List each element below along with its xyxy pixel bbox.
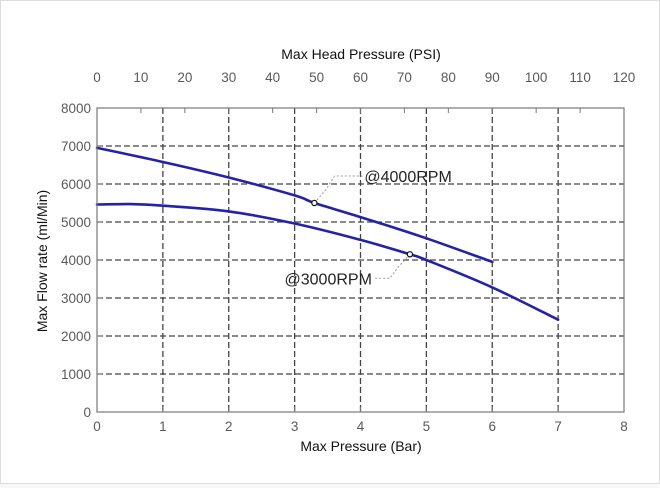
x-tick-label: 1 <box>159 419 167 434</box>
x2-axis-title: Max Head Pressure (PSI) <box>281 46 441 62</box>
y-tick-label: 2000 <box>61 329 91 344</box>
y-tick-label: 1000 <box>61 367 91 382</box>
x2-tick-label: 40 <box>265 70 280 85</box>
x2-tick-label: 70 <box>397 70 412 85</box>
x-tick-label: 7 <box>554 419 562 434</box>
x-tick-label: 3 <box>291 419 299 434</box>
x2-tick-label: 50 <box>309 70 324 85</box>
series-line <box>95 146 494 264</box>
series-marker-point <box>311 199 318 207</box>
y-tick-label: 0 <box>83 405 91 420</box>
y-axis-title: Max Flow rate (ml/Min) <box>34 190 50 332</box>
x-tick-label: 5 <box>423 419 431 434</box>
x2-tick-label: 100 <box>525 70 548 85</box>
x-tick-label: 0 <box>93 419 101 434</box>
x2-tick-label: 20 <box>177 70 192 85</box>
series-label: @4000RPM <box>364 169 451 186</box>
x-tick-label: 8 <box>620 419 628 434</box>
curves <box>95 146 560 321</box>
x2-tick-label: 10 <box>133 70 148 85</box>
x2-tick-label: 60 <box>353 70 368 85</box>
grid-lines <box>97 108 624 412</box>
x-tick-label: 2 <box>225 419 233 434</box>
x2-tick-label: 110 <box>569 70 591 85</box>
x-tick-label: 6 <box>488 419 496 434</box>
series-line <box>95 202 560 321</box>
y-tick-label: 6000 <box>61 177 91 192</box>
x2-tick-label: 80 <box>441 70 456 85</box>
x2-tick-label: 120 <box>613 70 636 85</box>
x2-tick-label: 0 <box>93 70 101 85</box>
x2-tick-label: 30 <box>221 70 236 85</box>
callout-leader <box>314 175 363 204</box>
y-tick-label: 7000 <box>61 139 91 154</box>
y-tick-label: 3000 <box>61 291 91 306</box>
y-tick-label: 8000 <box>61 101 91 116</box>
axis-ticks: 0 1 2 3 4 5 6 7 80 10 20 30 40 50 60 70 80 90 100 110 120010… <box>61 70 635 434</box>
callout-leader <box>373 253 411 279</box>
annotations: @4000RPM @3000RPM <box>285 169 452 288</box>
series-marker-point <box>406 251 414 258</box>
x-tick-label: 4 <box>357 419 365 434</box>
series-label: @3000RPM <box>285 271 372 288</box>
x-axis-title: Max Pressure (Bar) <box>300 438 421 454</box>
y-tick-label: 4000 <box>61 253 91 268</box>
y-tick-label: 5000 <box>61 215 91 230</box>
x2-tick-label: 90 <box>485 70 500 85</box>
